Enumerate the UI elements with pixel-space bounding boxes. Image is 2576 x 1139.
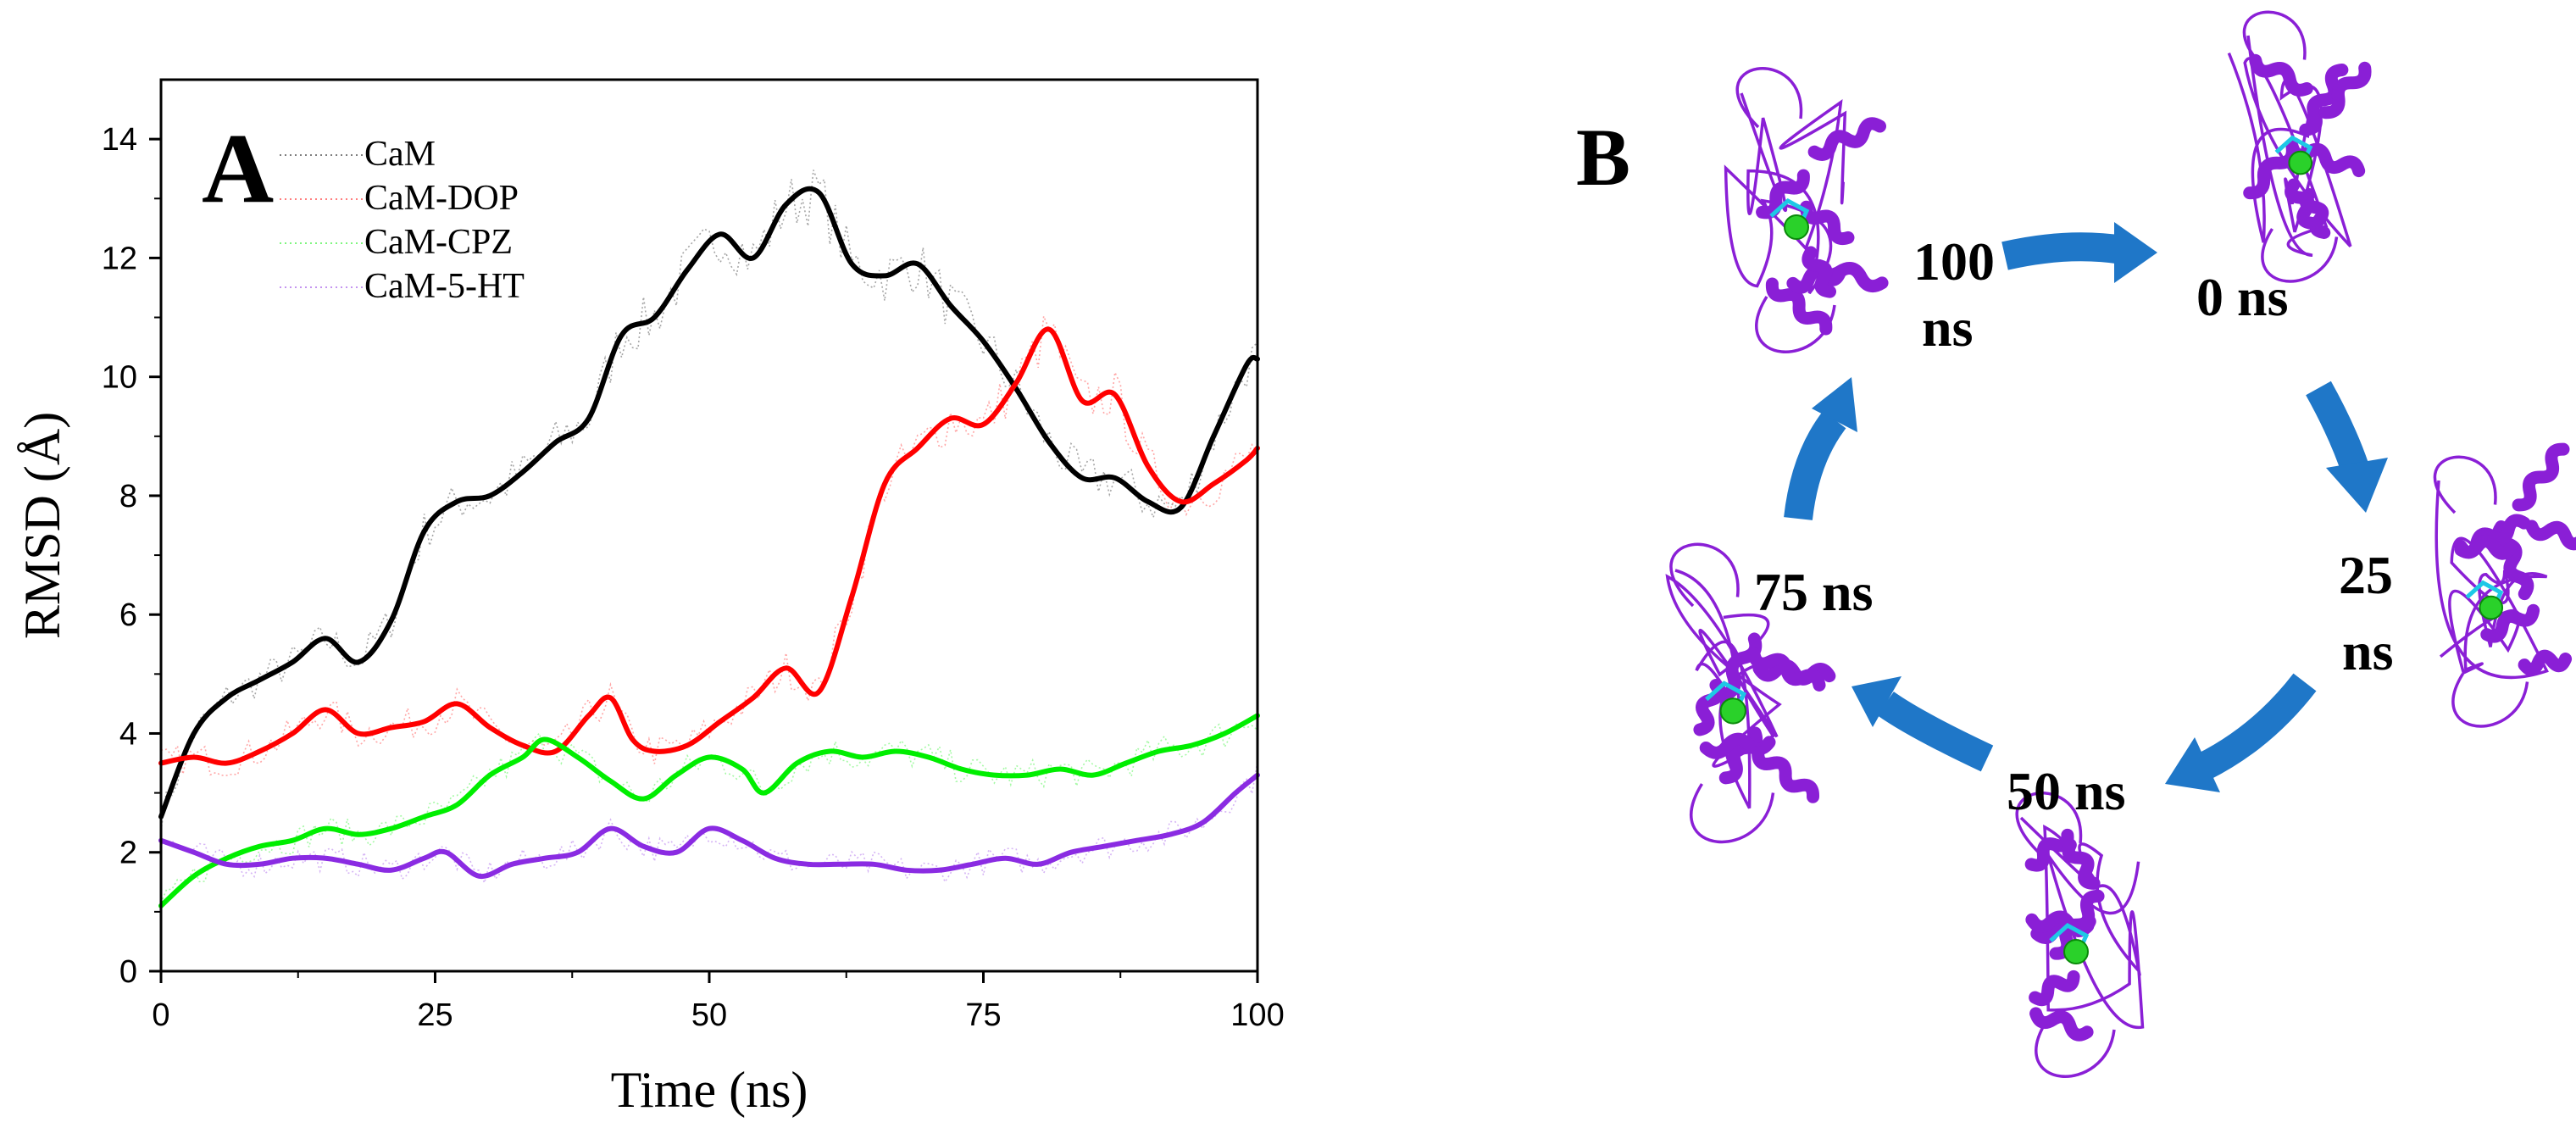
snapshot-label-t50: 50 ns: [2007, 761, 2126, 821]
cycle-arrow: [2165, 673, 2317, 792]
y-tick-label: 4: [119, 716, 137, 752]
x-tick-label: 25: [417, 997, 452, 1033]
smooth-line-layer: [158, 186, 1260, 908]
legend-label: CaM: [364, 135, 436, 174]
series-raw-cam-5-ht: [160, 761, 1258, 886]
series-line-cam: [158, 186, 1260, 820]
y-tick-label: 10: [102, 360, 137, 396]
cycle-arrow: [1852, 676, 1994, 772]
y-tick-label: 2: [119, 836, 137, 871]
ligand-icon: [2288, 150, 2313, 175]
legend: CaM CaM-DOP CaM-CPZ CaM-5-HT: [280, 135, 525, 306]
series-raw-cam-cpz: [160, 722, 1258, 903]
raw-trace-layer: [160, 169, 1258, 903]
protein-snapshot-0ns: [2227, 10, 2372, 283]
cycle-arrow: [2306, 381, 2388, 513]
ligand-icon: [2479, 595, 2504, 620]
ligand-icon: [2063, 939, 2089, 964]
ligand-icon: [1784, 214, 1809, 240]
x-tick-label: 50: [691, 997, 727, 1033]
y-tick-label: 0: [119, 954, 137, 990]
snapshot-label-t75: 75 ns: [1754, 562, 1874, 622]
rmsd-chart: 0 25 50 75 100 0 2 4 6 8 10 12 14 A CaM CaM-DOP CaM-CP…: [14, 78, 1285, 1118]
series-line-cam-5-ht: [158, 772, 1260, 879]
series-raw-cam-dop: [160, 315, 1258, 776]
y-tick-label: 12: [102, 241, 137, 276]
y-axis-label: RMSD (Å): [14, 412, 70, 639]
snapshot-label-t25: 25: [2339, 545, 2393, 605]
protein-snapshot-100ns: [1724, 67, 1889, 353]
x-tick-label: 100: [1230, 997, 1284, 1033]
protein-snapshot-50ns: [2015, 792, 2145, 1078]
legend-label: CaM-DOP: [364, 179, 519, 218]
protein-snapshot-75ns: [1665, 542, 1836, 844]
axis-ticks: 0 25 50 75 100 0 2 4 6 8 10 12 14: [102, 122, 1285, 1033]
x-tick-label: 0: [152, 997, 169, 1033]
x-axis-label: Time (ns): [611, 1062, 808, 1118]
legend-label: CaM-CPZ: [364, 223, 513, 262]
protein-snapshot-25ns: [2433, 442, 2576, 728]
y-tick-label: 14: [102, 122, 137, 158]
snapshot-label-t100: ns: [1922, 297, 1974, 358]
panel-b-label: B: [1576, 112, 1630, 203]
plot-frame: [159, 78, 1259, 973]
series-raw-cam: [160, 169, 1258, 831]
cycle-arrows: [1784, 222, 2388, 792]
ligand-icon: [1719, 697, 1746, 725]
cycle-arrow: [1784, 377, 1857, 521]
snapshot-label-t25: ns: [2342, 621, 2394, 681]
series-line-cam-cpz: [158, 713, 1260, 908]
snapshot-label-t100: 100: [1913, 231, 1995, 292]
y-tick-label: 8: [119, 479, 137, 514]
protein-snapshots: [1665, 10, 2576, 1078]
series-line-cam-dop: [158, 326, 1260, 766]
y-tick-label: 6: [119, 597, 137, 633]
panel-a-label: A: [202, 113, 274, 224]
x-tick-label: 75: [965, 997, 1001, 1033]
cycle-arrow: [2001, 222, 2157, 283]
snapshot-label-t0: 0 ns: [2196, 267, 2289, 327]
legend-label: CaM-5-HT: [364, 267, 525, 306]
